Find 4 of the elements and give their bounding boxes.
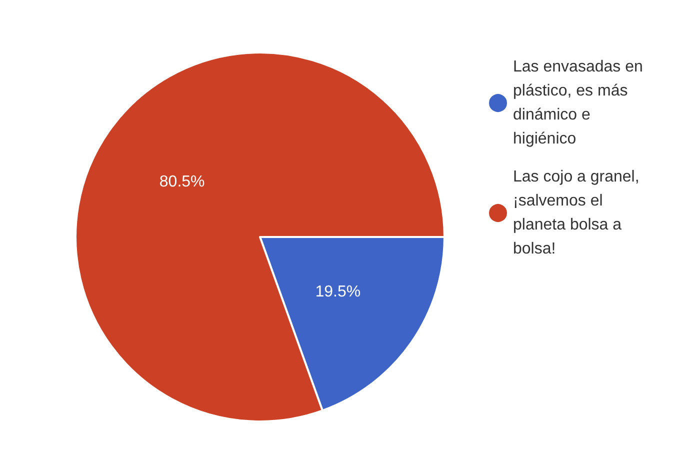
- data-label: 19.5%: [315, 283, 361, 300]
- legend-label: Las cojo a granel, ¡salvemos el planeta bolsa a bolsa!: [513, 168, 644, 258]
- data-label: 80.5%: [159, 174, 205, 191]
- legend-label: Las envasadas en plástico, es más dinámico e higiénico: [513, 58, 648, 148]
